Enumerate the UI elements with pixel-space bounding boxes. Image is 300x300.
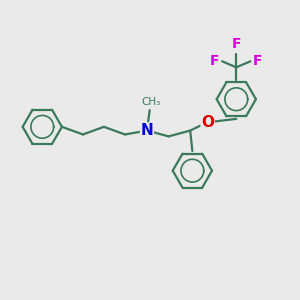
Text: F: F [210, 54, 219, 68]
Text: N: N [141, 123, 153, 138]
Text: F: F [232, 38, 241, 52]
Text: O: O [201, 115, 214, 130]
Text: F: F [253, 54, 263, 68]
Text: CH₃: CH₃ [141, 97, 161, 107]
